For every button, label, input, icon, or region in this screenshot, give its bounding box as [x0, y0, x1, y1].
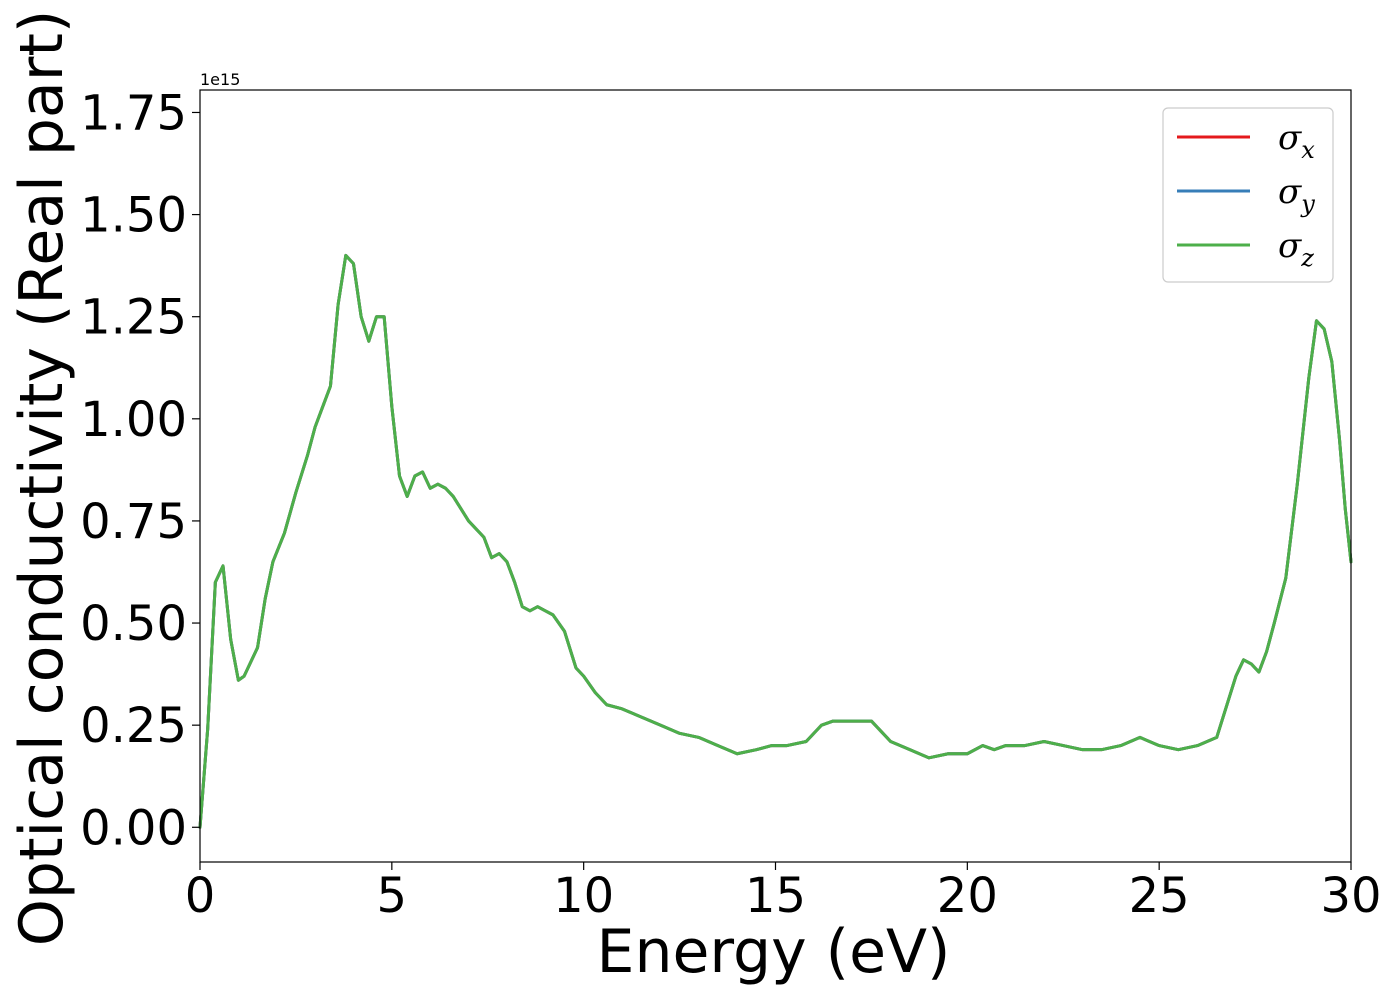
series-line-z	[198, 253, 1353, 829]
x-tick-label: 20	[937, 868, 998, 924]
x-tick-label: 10	[553, 868, 614, 924]
y-tick-label: 0.25	[80, 698, 187, 754]
y-tick-label: 1.75	[80, 85, 187, 141]
series-layer	[198, 253, 1353, 829]
x-tick-label: 30	[1320, 868, 1381, 924]
legend-subscript: x	[1301, 136, 1315, 164]
y-tick-label: 1.00	[80, 392, 187, 448]
x-tick-label: 25	[1129, 868, 1190, 924]
x-axis: 0 5 10 15 20 25 30	[185, 862, 1382, 924]
y-tick-label: 0.75	[80, 494, 187, 550]
y-axis: 0.00 0.25 0.50 0.75 1.00 1.25 1.50 1.75	[80, 85, 200, 856]
y-tick-label: 0.00	[80, 800, 187, 856]
y-offset-label: 1e15	[200, 70, 240, 89]
legend-subscript: z	[1300, 244, 1314, 272]
x-tick-label: 15	[745, 868, 806, 924]
x-tick-label: 5	[377, 868, 408, 924]
y-tick-label: 1.50	[80, 188, 187, 244]
legend-box	[1162, 107, 1334, 283]
y-axis-label: Optical conductivity (Real part)	[7, 10, 77, 947]
x-tick-label: 0	[185, 868, 216, 924]
x-axis-label: Energy (eV)	[597, 917, 951, 987]
y-tick-label: 0.50	[80, 596, 187, 652]
y-tick-label: 1.25	[80, 290, 187, 346]
legend-subscript: y	[1300, 190, 1315, 218]
